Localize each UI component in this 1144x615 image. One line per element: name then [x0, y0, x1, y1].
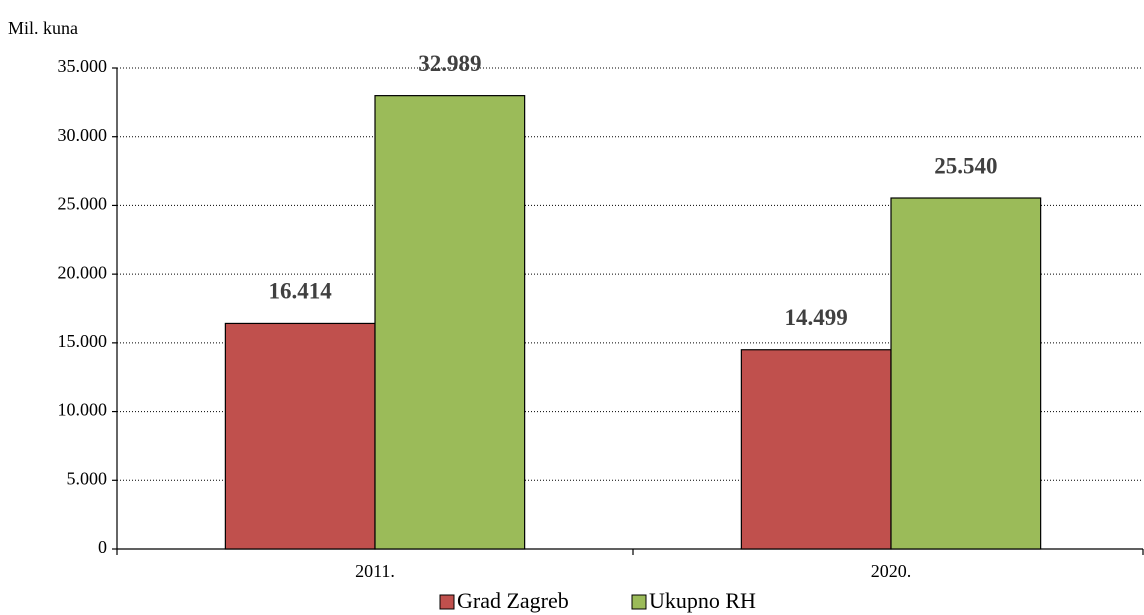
y-tick-label: 20.000 [58, 262, 108, 282]
y-tick-label: 10.000 [58, 400, 108, 420]
bar [374, 95, 526, 550]
legend-label: Grad Zagreb [457, 588, 569, 613]
bar [890, 197, 1042, 550]
legend-swatch [631, 594, 647, 610]
y-tick-label: 30.000 [58, 125, 108, 145]
y-axis-label: Mil. kuna [8, 18, 78, 38]
y-tick-label: 25.000 [58, 194, 108, 214]
bar [224, 322, 376, 550]
legend-swatch [439, 594, 455, 610]
x-tick-label: 2020. [871, 561, 912, 581]
bar [740, 349, 892, 550]
value-label: 14.499 [785, 305, 848, 330]
value-label: 25.540 [934, 153, 997, 178]
legend-label: Ukupno RH [649, 588, 756, 613]
y-tick-label: 5.000 [67, 468, 108, 488]
y-tick-label: 0 [98, 537, 107, 557]
value-label: 32.989 [418, 51, 481, 76]
y-tick-label: 35.000 [58, 56, 108, 76]
value-label: 16.414 [269, 279, 333, 304]
x-tick-label: 2011. [355, 561, 395, 581]
y-tick-label: 15.000 [58, 331, 108, 351]
